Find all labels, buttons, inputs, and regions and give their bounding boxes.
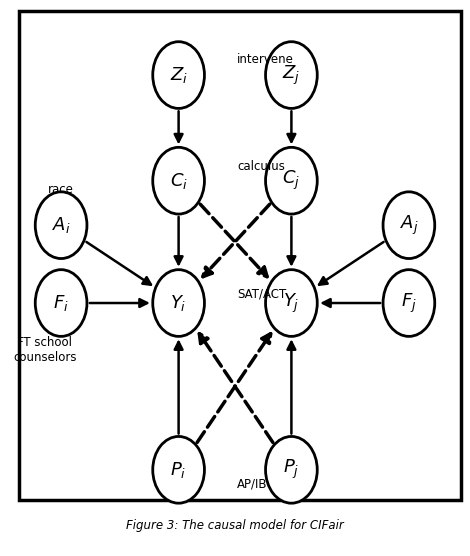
Text: $Y_j$: $Y_j$ xyxy=(283,291,300,315)
Text: SAT/ACT: SAT/ACT xyxy=(237,287,287,300)
Ellipse shape xyxy=(153,147,204,214)
Text: race: race xyxy=(48,182,74,196)
Text: calculus: calculus xyxy=(237,160,285,173)
FancyBboxPatch shape xyxy=(19,11,461,500)
Text: Figure 3: The causal model for CIFair: Figure 3: The causal model for CIFair xyxy=(126,519,344,532)
Ellipse shape xyxy=(383,270,435,336)
Ellipse shape xyxy=(266,270,317,336)
Ellipse shape xyxy=(153,42,204,108)
Ellipse shape xyxy=(35,270,87,336)
Ellipse shape xyxy=(266,147,317,214)
Text: $A_i$: $A_i$ xyxy=(52,215,70,235)
Text: AP/IB: AP/IB xyxy=(237,477,268,490)
Text: $F_j$: $F_j$ xyxy=(401,291,417,315)
Ellipse shape xyxy=(35,192,87,259)
Text: $Z_i$: $Z_i$ xyxy=(170,65,188,85)
Text: $P_j$: $P_j$ xyxy=(283,458,299,481)
Text: $P_i$: $P_i$ xyxy=(171,460,187,480)
Ellipse shape xyxy=(383,192,435,259)
Ellipse shape xyxy=(153,270,204,336)
Ellipse shape xyxy=(266,42,317,108)
Text: FT school
counselors: FT school counselors xyxy=(13,336,77,364)
Text: intervene: intervene xyxy=(237,53,294,66)
Text: $C_i$: $C_i$ xyxy=(170,171,188,191)
Text: $Z_j$: $Z_j$ xyxy=(282,63,300,87)
Ellipse shape xyxy=(153,436,204,503)
Text: $A_j$: $A_j$ xyxy=(400,214,418,237)
Text: $F_i$: $F_i$ xyxy=(53,293,69,313)
Ellipse shape xyxy=(266,436,317,503)
Text: $Y_i$: $Y_i$ xyxy=(171,293,187,313)
Text: $C_j$: $C_j$ xyxy=(282,169,300,192)
